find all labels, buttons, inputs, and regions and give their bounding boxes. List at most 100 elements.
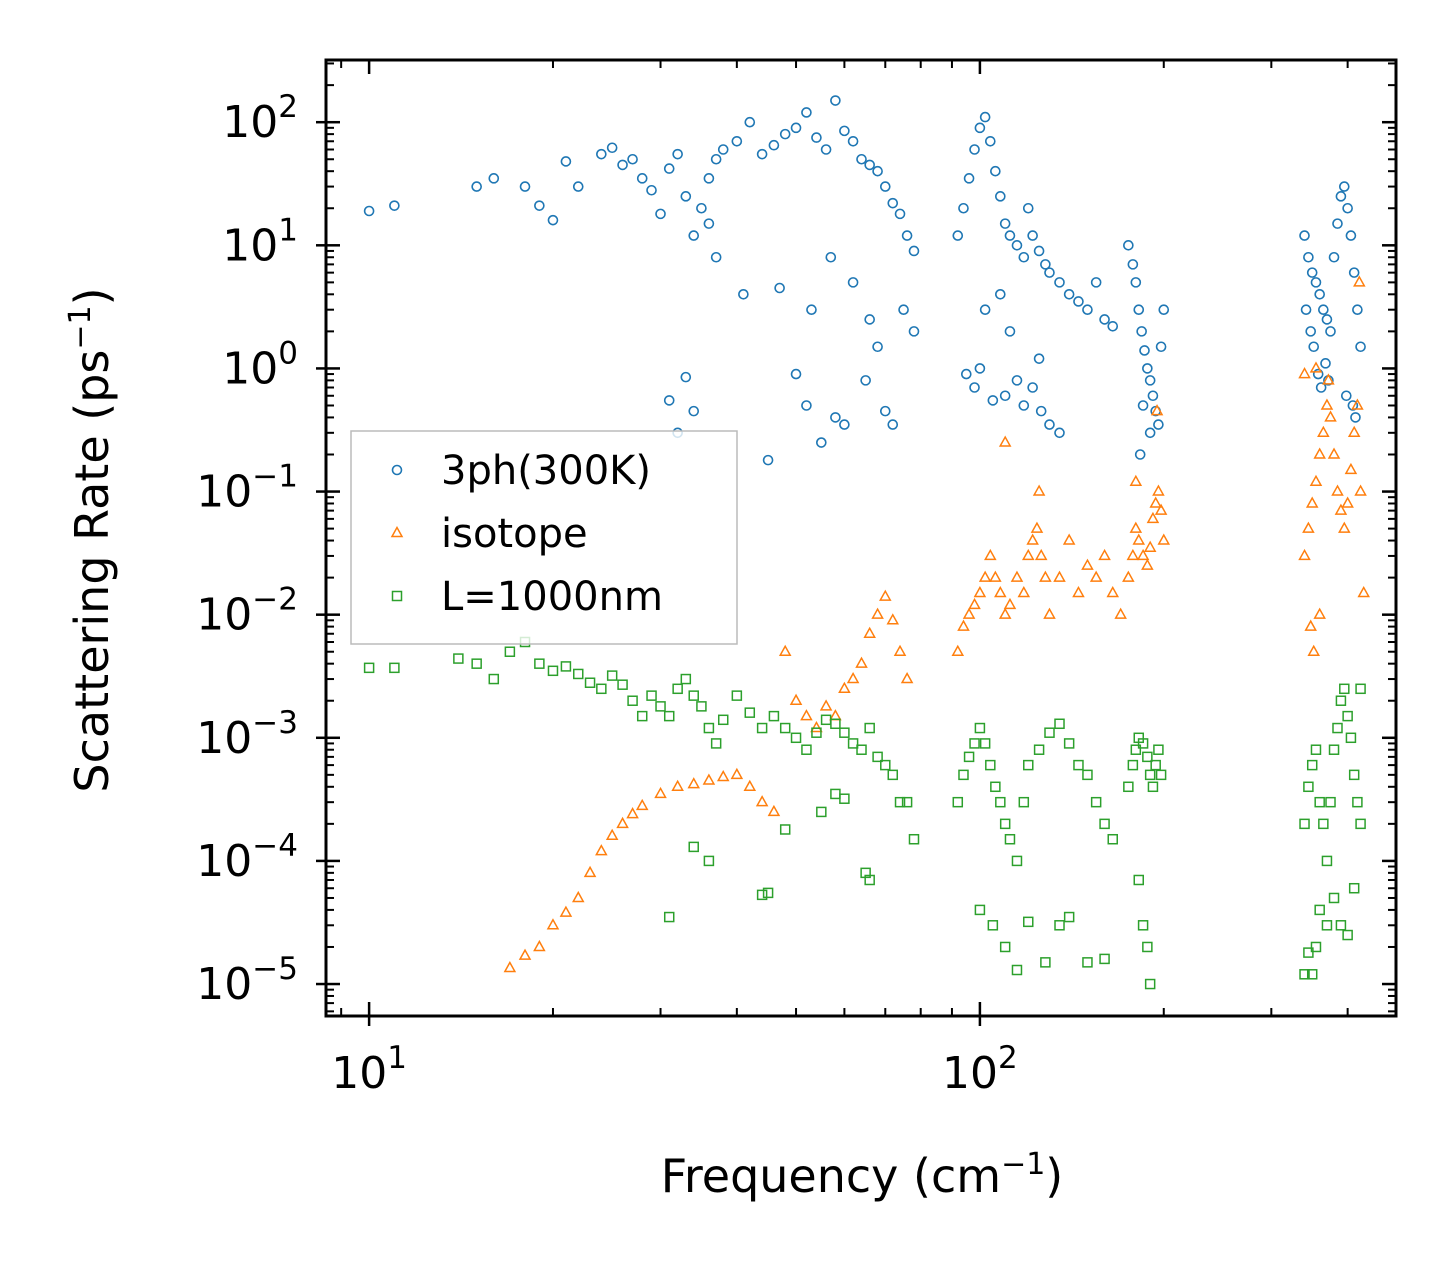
data-point bbox=[974, 122, 986, 134]
data-point bbox=[1130, 744, 1142, 755]
data-point bbox=[1342, 929, 1353, 941]
data-point bbox=[806, 304, 817, 315]
y-tick-label: 102 bbox=[222, 89, 298, 148]
data-point bbox=[717, 144, 729, 155]
legend-label: isotope bbox=[441, 511, 588, 557]
data-point bbox=[730, 767, 744, 780]
data-point bbox=[1314, 289, 1325, 300]
tick-labels: 101 102 102 101 100 10−1 10−2 10−3 10−4 10−5 bbox=[196, 89, 1017, 1099]
data-point bbox=[1332, 722, 1343, 734]
data-point bbox=[1126, 548, 1140, 561]
data-point bbox=[488, 173, 500, 184]
data-point bbox=[830, 95, 841, 106]
data-point bbox=[710, 153, 722, 165]
data-point bbox=[389, 662, 400, 674]
data-point bbox=[1313, 607, 1326, 619]
data-point bbox=[987, 920, 999, 931]
y-tick-label: 10−2 bbox=[196, 582, 298, 641]
data-point bbox=[908, 326, 920, 337]
data-point bbox=[1073, 759, 1084, 771]
data-point bbox=[1134, 449, 1146, 460]
data-point bbox=[1348, 267, 1360, 278]
data-point bbox=[663, 163, 675, 174]
data-point bbox=[1332, 218, 1343, 229]
data-point bbox=[1314, 796, 1325, 808]
data-point bbox=[1309, 361, 1323, 373]
data-point bbox=[1063, 911, 1075, 923]
data-point bbox=[1107, 833, 1118, 845]
data-point bbox=[744, 707, 756, 718]
data-point bbox=[767, 804, 781, 817]
data-point bbox=[789, 693, 803, 705]
data-point bbox=[546, 918, 560, 930]
data-point bbox=[1335, 191, 1347, 202]
data-point bbox=[1315, 382, 1327, 393]
data-point bbox=[663, 395, 675, 406]
data-point bbox=[606, 142, 618, 154]
data-point bbox=[559, 905, 573, 917]
data-point bbox=[779, 128, 791, 140]
data-point bbox=[688, 690, 699, 701]
data-point bbox=[768, 710, 780, 722]
data-point bbox=[1324, 410, 1337, 422]
data-point bbox=[839, 793, 850, 804]
data-point bbox=[1022, 202, 1034, 214]
data-point bbox=[879, 405, 891, 417]
data-point bbox=[1310, 744, 1322, 755]
data-point bbox=[1339, 683, 1350, 695]
data-point bbox=[999, 218, 1011, 229]
data-point bbox=[617, 679, 628, 690]
data-point bbox=[1044, 419, 1055, 430]
data-point bbox=[731, 690, 743, 701]
data-point bbox=[1099, 953, 1110, 965]
data-point bbox=[1307, 644, 1321, 656]
data-point bbox=[864, 314, 875, 325]
data-point bbox=[879, 589, 892, 601]
data-point bbox=[963, 173, 975, 184]
data-point bbox=[1073, 296, 1084, 307]
data-point bbox=[1099, 314, 1110, 325]
data-point bbox=[1137, 920, 1149, 931]
data-point bbox=[1043, 607, 1056, 619]
data-point bbox=[1062, 533, 1076, 545]
data-point bbox=[1152, 484, 1165, 496]
data-point bbox=[627, 695, 638, 706]
data-point bbox=[1309, 474, 1323, 487]
data-point bbox=[672, 683, 683, 695]
data-point bbox=[856, 153, 867, 165]
y-tick-label: 101 bbox=[222, 212, 298, 271]
data-point bbox=[995, 796, 1006, 808]
legend-item: 3ph(300K) bbox=[391, 448, 651, 494]
data-point bbox=[680, 673, 692, 685]
data-point bbox=[819, 699, 833, 711]
data-point bbox=[856, 744, 867, 755]
data-point bbox=[1157, 533, 1171, 545]
data-point bbox=[1318, 304, 1329, 315]
data-point bbox=[816, 437, 827, 448]
data-point bbox=[1352, 304, 1363, 315]
data-point bbox=[1023, 759, 1034, 771]
data-point bbox=[800, 709, 813, 721]
data-point bbox=[774, 282, 785, 294]
data-point bbox=[960, 368, 972, 380]
data-point bbox=[1310, 277, 1322, 288]
data-point bbox=[646, 690, 657, 701]
data-point bbox=[1035, 405, 1047, 417]
data-point bbox=[1153, 419, 1164, 430]
data-point bbox=[1090, 796, 1102, 808]
data-point bbox=[1063, 738, 1075, 749]
data-point bbox=[778, 644, 792, 656]
data-point bbox=[743, 779, 757, 792]
data-point bbox=[671, 779, 684, 792]
data-point bbox=[810, 721, 823, 733]
data-point bbox=[1328, 251, 1340, 263]
data-point bbox=[839, 125, 850, 137]
data-point bbox=[989, 570, 1002, 582]
data-point bbox=[958, 769, 969, 781]
data-point bbox=[471, 181, 482, 192]
data-point bbox=[1011, 375, 1023, 386]
data-point bbox=[1320, 358, 1331, 369]
data-point bbox=[1344, 462, 1358, 475]
data-point bbox=[963, 751, 975, 763]
data-point bbox=[1123, 781, 1134, 793]
